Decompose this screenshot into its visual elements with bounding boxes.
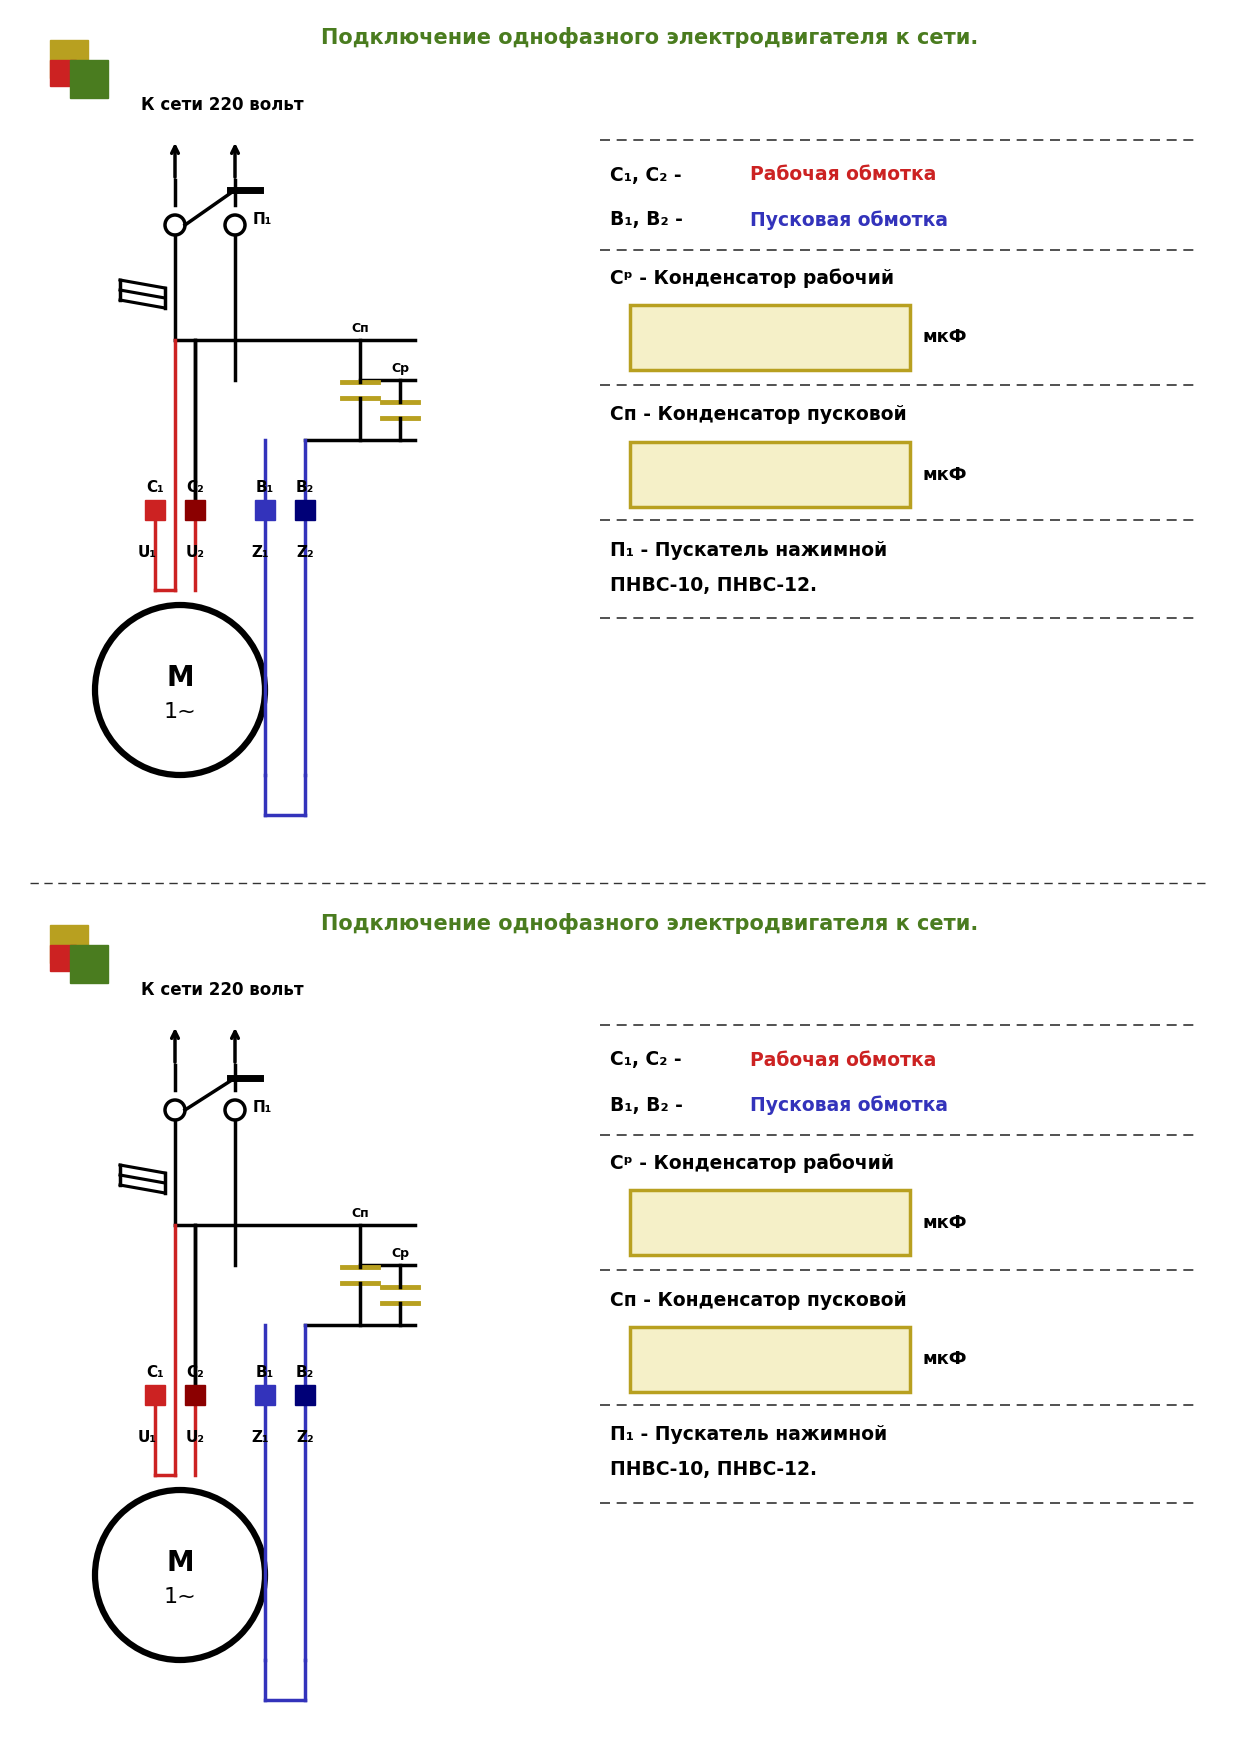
- Text: мкФ: мкФ: [923, 328, 966, 347]
- Bar: [185, 1386, 205, 1405]
- Text: П₁ - Пускатель нажимной: П₁ - Пускатель нажимной: [610, 1426, 888, 1445]
- Text: Сᵖ - Конденсатор рабочий: Сᵖ - Конденсатор рабочий: [610, 1152, 894, 1173]
- Text: Z₁: Z₁: [252, 1430, 269, 1445]
- Bar: [255, 1386, 275, 1405]
- Text: Сп - Конденсатор пусковой: Сп - Конденсатор пусковой: [610, 1291, 906, 1310]
- Text: Пусковая обмотка: Пусковая обмотка: [750, 1094, 949, 1116]
- Text: С₁, С₂ -: С₁, С₂ -: [610, 165, 688, 184]
- Text: U₁: U₁: [138, 1430, 156, 1445]
- Text: Рабочая обмотка: Рабочая обмотка: [750, 1051, 936, 1070]
- Text: Сᵖ - Конденсатор рабочий: Сᵖ - Конденсатор рабочий: [610, 268, 894, 288]
- Text: Ср: Ср: [391, 1247, 409, 1259]
- Text: С₂: С₂: [186, 481, 203, 495]
- Bar: [295, 500, 315, 519]
- Bar: [69, 945, 108, 982]
- Bar: [295, 1386, 315, 1405]
- Bar: [50, 40, 88, 77]
- Text: М: М: [166, 665, 193, 693]
- Text: В₁: В₁: [255, 481, 274, 495]
- Bar: [255, 500, 275, 519]
- Text: мкФ: мкФ: [923, 465, 966, 484]
- Text: В₁, В₂ -: В₁, В₂ -: [610, 1096, 689, 1114]
- Text: П₁ - Пускатель нажимной: П₁ - Пускатель нажимной: [610, 540, 888, 560]
- Text: М: М: [166, 1549, 193, 1577]
- Text: В₂: В₂: [296, 1365, 314, 1380]
- Text: Сп - Конденсатор пусковой: Сп - Конденсатор пусковой: [610, 405, 906, 424]
- Bar: [630, 1189, 910, 1256]
- Text: В₁: В₁: [255, 1365, 274, 1380]
- Text: В₁, В₂ -: В₁, В₂ -: [610, 210, 689, 230]
- Text: П₁: П₁: [253, 212, 273, 228]
- Text: ПНВС-10, ПНВС-12.: ПНВС-10, ПНВС-12.: [610, 575, 817, 595]
- Text: U₁: U₁: [138, 545, 156, 560]
- Text: Сп: Сп: [351, 323, 368, 335]
- Bar: [50, 60, 76, 86]
- Text: С₁: С₁: [146, 481, 164, 495]
- Text: Подключение однофазного электродвигателя к сети.: Подключение однофазного электродвигателя…: [321, 912, 978, 933]
- Bar: [50, 924, 88, 963]
- Text: U₂: U₂: [186, 1430, 205, 1445]
- Bar: [50, 945, 76, 972]
- Text: П₁: П₁: [253, 1100, 273, 1114]
- Text: Пусковая обмотка: Пусковая обмотка: [750, 210, 949, 230]
- Text: мкФ: мкФ: [923, 1351, 966, 1368]
- Text: Рабочая обмотка: Рабочая обмотка: [750, 165, 936, 184]
- Text: ПНВС-10, ПНВС-12.: ПНВС-10, ПНВС-12.: [610, 1461, 817, 1480]
- Text: К сети 220 вольт: К сети 220 вольт: [141, 96, 304, 114]
- Text: U₂: U₂: [186, 545, 205, 560]
- Bar: [185, 500, 205, 519]
- Text: С₁: С₁: [146, 1365, 164, 1380]
- Bar: [630, 305, 910, 370]
- Text: Z₁: Z₁: [252, 545, 269, 560]
- Bar: [145, 500, 165, 519]
- Bar: [630, 1328, 910, 1393]
- Bar: [69, 60, 108, 98]
- Text: Z₂: Z₂: [296, 545, 314, 560]
- Text: мкФ: мкФ: [923, 1214, 966, 1231]
- Text: Сп: Сп: [351, 1207, 368, 1221]
- Text: Z₂: Z₂: [296, 1430, 314, 1445]
- Text: 1~: 1~: [164, 1587, 196, 1607]
- Text: 1~: 1~: [164, 702, 196, 723]
- Text: С₁, С₂ -: С₁, С₂ -: [610, 1051, 688, 1070]
- Text: Ср: Ср: [391, 361, 409, 375]
- Text: К сети 220 вольт: К сети 220 вольт: [141, 980, 304, 1000]
- Bar: [630, 442, 910, 507]
- Bar: [145, 1386, 165, 1405]
- Text: В₂: В₂: [296, 481, 314, 495]
- Text: С₂: С₂: [186, 1365, 203, 1380]
- Text: Подключение однофазного электродвигателя к сети.: Подключение однофазного электродвигателя…: [321, 28, 978, 49]
